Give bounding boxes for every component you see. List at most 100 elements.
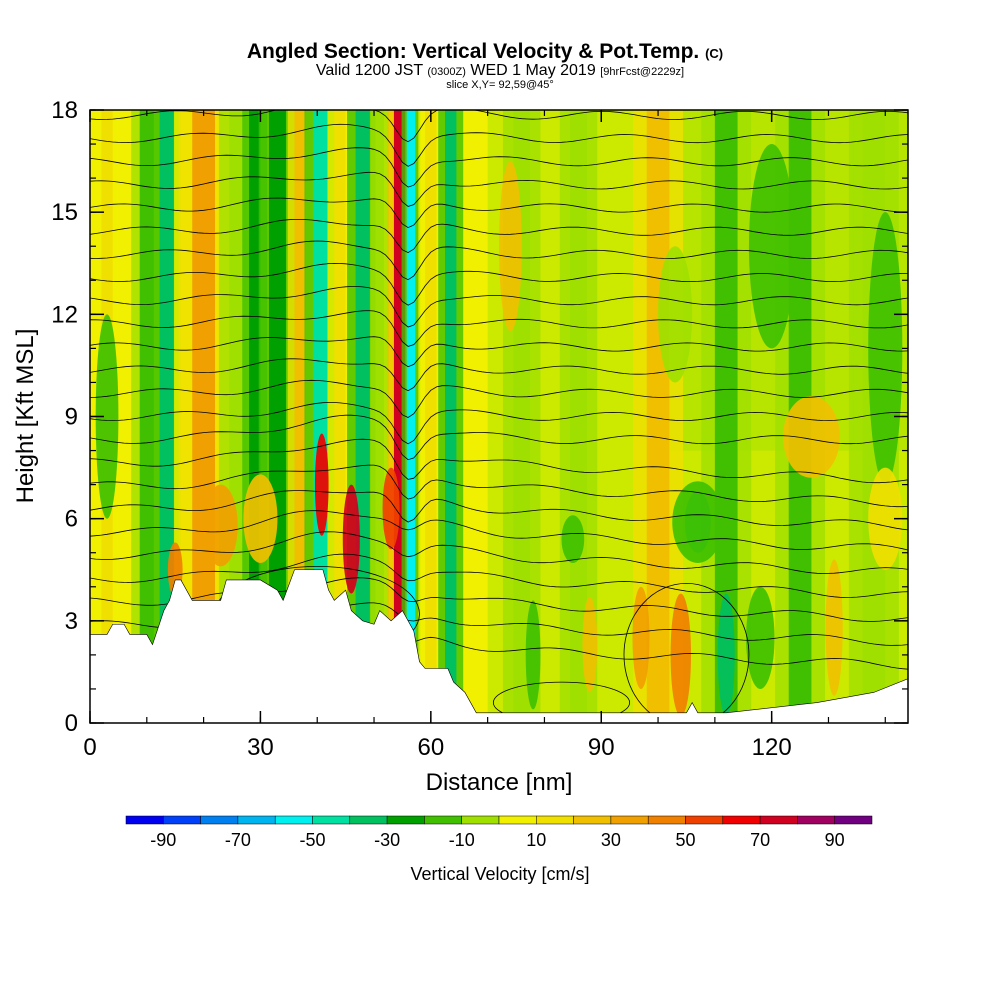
- theta-contour: [90, 510, 908, 551]
- velocity-column: [425, 110, 437, 723]
- y-tick-label: 15: [51, 199, 78, 226]
- velocity-cell: [670, 593, 692, 717]
- y-tick-label: 12: [51, 301, 78, 328]
- velocity-cell: [582, 596, 598, 693]
- colorbar-swatch: [685, 815, 724, 825]
- y-tick-label: 6: [65, 506, 78, 533]
- colorbar-label: Vertical Velocity [cm/s]: [410, 864, 589, 884]
- colorbar-swatch: [536, 815, 574, 825]
- theta-contour: [90, 414, 908, 461]
- velocity-cell: [632, 586, 650, 689]
- velocity-column: [375, 110, 384, 723]
- colorbar-swatch: [498, 815, 537, 825]
- theta-contour: [90, 438, 908, 484]
- colorbar-swatch: [349, 815, 388, 825]
- x-axis: 0 30 60 90 120: [83, 110, 886, 761]
- velocity-cell: [672, 481, 724, 563]
- theta-contour: [90, 379, 908, 418]
- y-tick-label: 18: [51, 97, 78, 124]
- velocity-column: [445, 110, 457, 723]
- colorbar-tick-label: 90: [825, 830, 845, 850]
- velocity-cell: [203, 484, 238, 567]
- colorbar-swatch: [125, 815, 164, 825]
- velocity-column: [334, 110, 346, 723]
- velocity-column: [714, 110, 738, 723]
- x-axis-label: Distance [nm]: [426, 769, 573, 796]
- velocity-cell: [314, 433, 329, 536]
- x-tick-label: 30: [247, 734, 274, 761]
- theta-contour: [90, 402, 908, 445]
- velocity-cell: [746, 586, 775, 689]
- colorbar-tick-label: -90: [150, 830, 176, 850]
- y-axis: 0 3 6 9 12 15 18: [51, 97, 908, 737]
- colorbar-tick-label: -50: [299, 830, 325, 850]
- y-tick-label: 3: [65, 608, 78, 635]
- velocity-cell: [342, 484, 360, 594]
- velocity-cell: [95, 314, 119, 519]
- theta-contour: [90, 219, 908, 254]
- velocity-cell: [243, 474, 278, 563]
- x-tick-label: 120: [752, 734, 792, 761]
- theta-contour: [90, 123, 908, 167]
- velocity-cell: [499, 161, 522, 332]
- colorbar-tick-label: -30: [374, 830, 400, 850]
- y-axis-label: Height [Kft MSL]: [12, 329, 39, 504]
- x-tick-label: 60: [417, 734, 444, 761]
- velocity-column: [268, 110, 286, 723]
- theta-contour: [90, 490, 908, 531]
- theta-contour: [90, 336, 908, 368]
- colorbar: -90 -70 -50 -30 -10 10 30 50 70 90: [125, 815, 873, 850]
- velocity-cell: [561, 515, 585, 563]
- colorbar-swatch: [237, 815, 276, 825]
- colorbar-swatch: [647, 815, 686, 825]
- colorbar-swatch: [461, 815, 500, 825]
- pot-temp-contours: [90, 110, 908, 723]
- velocity-column: [393, 110, 406, 723]
- velocity-cell: [658, 246, 693, 383]
- theta-contour: [90, 358, 908, 392]
- colorbar-tick-label: 30: [601, 830, 621, 850]
- colorbar-swatch: [610, 815, 649, 825]
- theta-contour: [90, 464, 908, 508]
- colorbar-tick-label: 70: [750, 830, 770, 850]
- velocity-cell: [748, 144, 795, 349]
- colorbar-tick-label: -10: [449, 830, 475, 850]
- velocity-column: [249, 110, 261, 723]
- velocity-cell: [783, 396, 840, 478]
- theta-contour: [90, 262, 908, 306]
- colorbar-swatch: [163, 815, 201, 825]
- chart-title: Angled Section: Vertical Velocity & Pot.…: [247, 40, 723, 63]
- theta-contour: [90, 553, 908, 598]
- colorbar-tick-label: 10: [526, 830, 546, 850]
- colorbar-swatch: [312, 815, 351, 825]
- chart-title-unit: (C): [705, 46, 723, 61]
- colorbar-swatch: [573, 815, 612, 825]
- velocity-cell: [525, 600, 541, 710]
- chart-slice-info: slice X,Y= 92,59@45°: [446, 79, 554, 91]
- theta-contour: [90, 197, 908, 229]
- theta-contour: [90, 240, 908, 281]
- velocity-cell: [868, 212, 903, 485]
- theta-contour: [90, 310, 908, 347]
- colorbar-swatch: [200, 815, 239, 825]
- colorbar-swatch: [759, 815, 798, 825]
- subtitle-forecast: [9hrFcst@2229z]: [600, 66, 684, 78]
- velocity-cell: [717, 593, 735, 717]
- theta-contour-closed: [623, 582, 750, 723]
- velocity-cell: [382, 467, 400, 550]
- theta-contour: [90, 531, 908, 574]
- velocity-column: [646, 110, 670, 723]
- velocity-cell: [825, 559, 843, 696]
- theta-contour: [90, 171, 908, 207]
- chart-subtitle: Valid 1200 JST (0300Z) WED 1 May 2019 [9…: [316, 62, 684, 79]
- velocity-column: [294, 110, 306, 723]
- colorbar-swatch: [424, 815, 462, 825]
- colorbar-swatch: [797, 815, 835, 825]
- colorbar-swatch: [722, 815, 761, 825]
- colorbar-swatch: [834, 815, 873, 825]
- x-tick-label: 0: [83, 734, 96, 761]
- colorbar-swatch: [386, 815, 425, 825]
- colorbar-swatch: [274, 815, 313, 825]
- terrain-mask: [89, 569, 909, 724]
